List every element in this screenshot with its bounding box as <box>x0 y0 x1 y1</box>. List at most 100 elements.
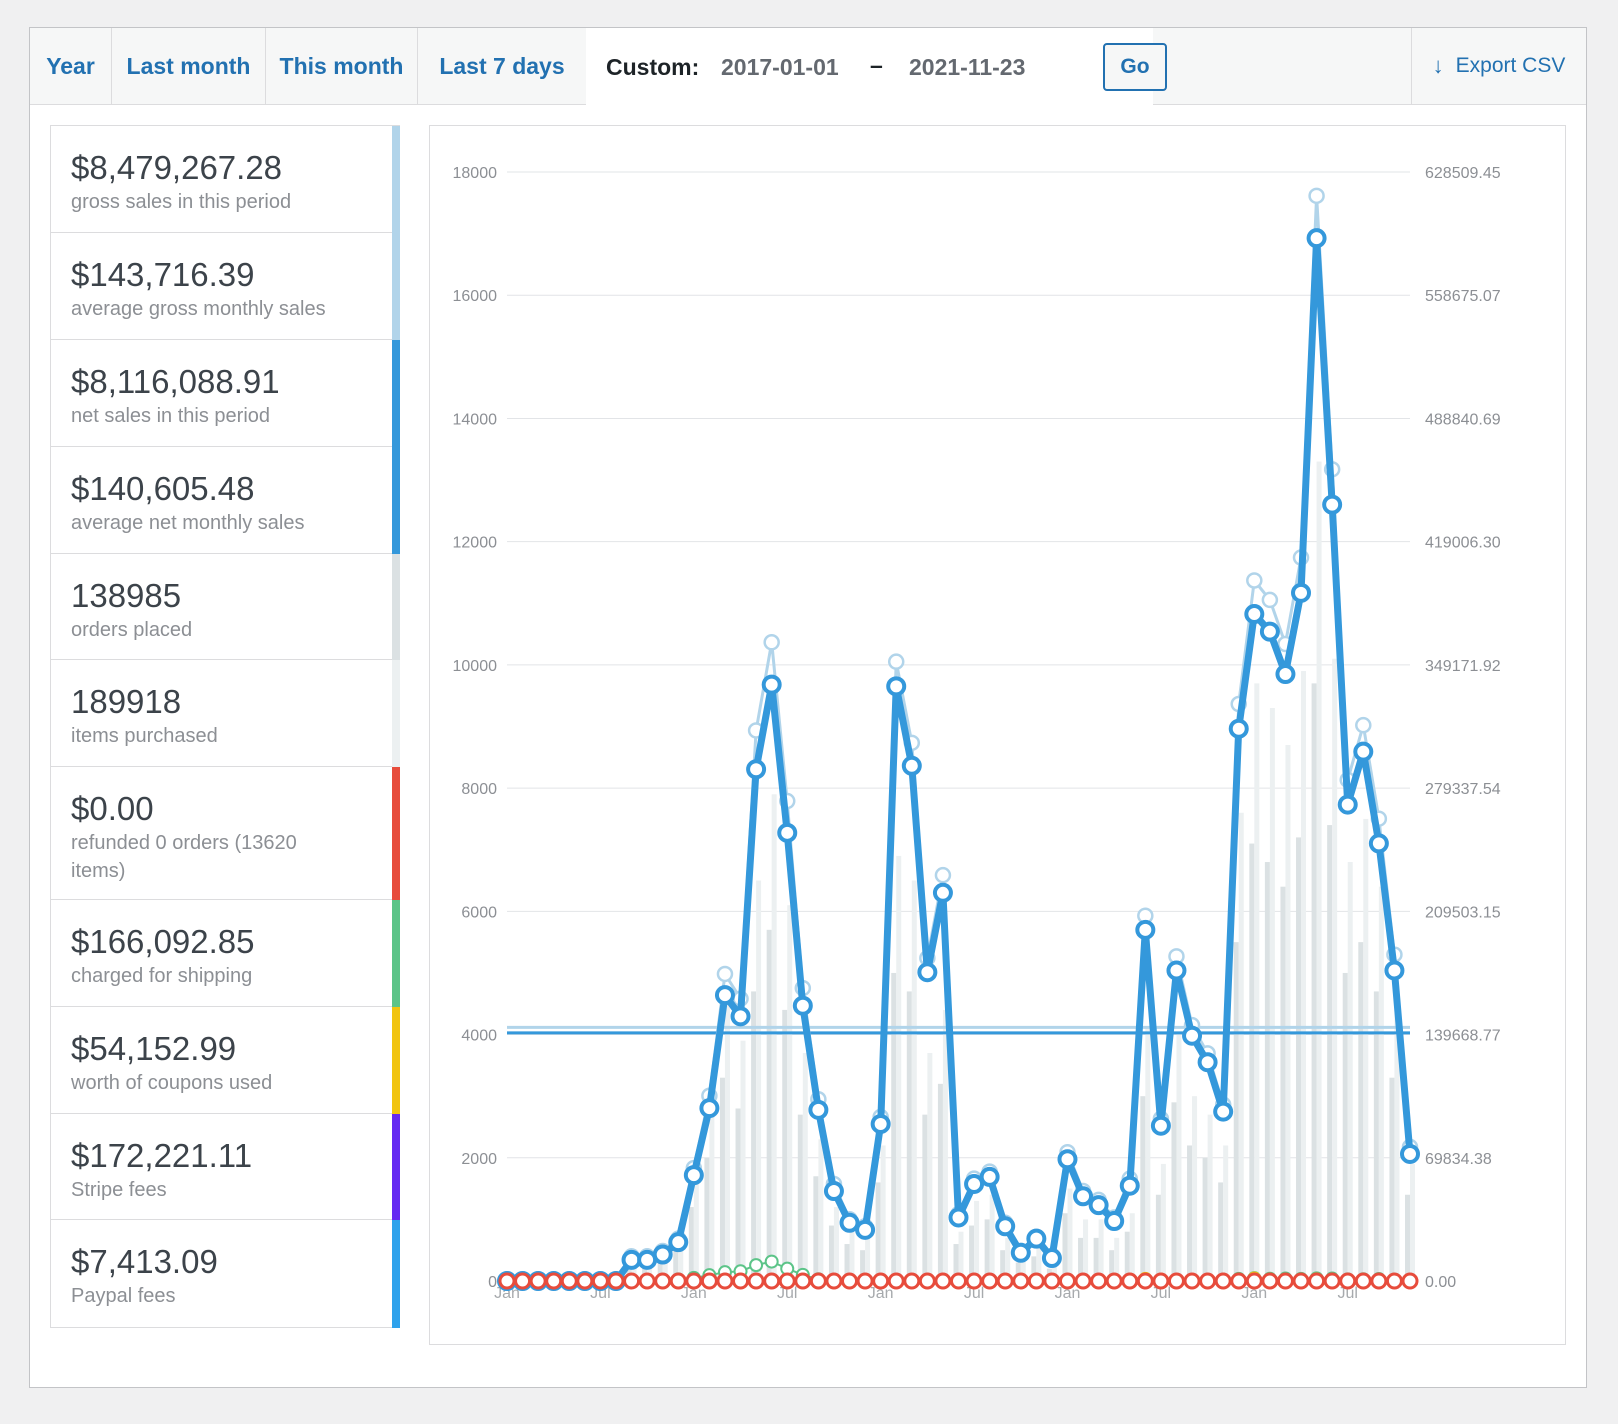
bar-orders-placed <box>1358 942 1364 1281</box>
point-net-sales <box>761 674 782 695</box>
start-date-field[interactable]: 2017-01-01 <box>721 54 839 80</box>
point-net-sales <box>1291 582 1312 603</box>
point-gross-sales <box>763 634 780 651</box>
tab-this-month[interactable]: This month <box>266 28 418 104</box>
bar-items-purchased <box>880 1145 886 1281</box>
bar-orders-placed <box>937 1083 943 1281</box>
point-net-sales <box>1073 1186 1094 1207</box>
legend-amount: $166,092.85 <box>71 923 255 960</box>
point-refunds <box>1027 1272 1045 1290</box>
point-refunds <box>1043 1272 1061 1290</box>
point-net-sales <box>1135 919 1156 940</box>
legend-amount: 189918 <box>71 683 182 720</box>
bar-items-purchased <box>833 1207 839 1281</box>
point-net-sales <box>668 1232 689 1253</box>
bar-items-purchased <box>1145 1028 1151 1281</box>
point-refunds <box>716 1272 734 1290</box>
point-refunds <box>856 1272 874 1290</box>
point-net-sales <box>995 1216 1016 1237</box>
point-net-sales <box>917 962 938 983</box>
bar-items-purchased <box>1223 1145 1229 1281</box>
point-net-sales <box>1244 604 1265 625</box>
end-date-field[interactable]: 2021-11-23 <box>909 54 1026 80</box>
legend-item-coupons[interactable]: $54,152.99 worth of coupons used <box>51 1007 400 1114</box>
point-refunds <box>887 1272 905 1290</box>
bar-orders-placed <box>1342 972 1348 1281</box>
legend-description: average gross monthly sales <box>71 298 326 320</box>
legend-item-stripe-fees[interactable]: $172,221.11 Stripe fees <box>51 1114 400 1220</box>
point-refunds <box>732 1272 750 1290</box>
x-tick-label: Jan <box>868 1285 894 1302</box>
custom-range-label: Custom: <box>606 54 700 80</box>
legend-item-refunds[interactable]: $0.00 refunded 0 orders (13620 items) <box>51 767 400 900</box>
y-right-tick-label: 209503.15 <box>1425 904 1501 921</box>
bar-orders-placed <box>922 1114 928 1281</box>
point-refunds <box>918 1272 936 1290</box>
point-refunds <box>1323 1272 1341 1290</box>
point-net-sales <box>901 755 922 776</box>
point-refunds <box>545 1272 563 1290</box>
download-arrow-icon: ↓ <box>1432 53 1444 78</box>
x-tick-label: Jan <box>1055 1285 1081 1302</box>
point-refunds <box>872 1272 890 1290</box>
legend-item-paypal-fees[interactable]: $7,413.09 Paypal fees <box>51 1220 400 1328</box>
legend-color-bar <box>392 340 400 447</box>
bar-items-purchased <box>1332 658 1338 1281</box>
point-refunds <box>747 1272 765 1290</box>
bar-items-purchased <box>989 1194 995 1281</box>
point-gross-sales <box>1246 572 1263 589</box>
y-right-tick-label: 558675.07 <box>1425 288 1501 305</box>
legend-color-bar <box>392 1220 400 1328</box>
point-net-sales <box>699 1098 720 1119</box>
y-right-tick-label: 0.00 <box>1425 1274 1456 1291</box>
go-button[interactable]: Go <box>1103 43 1167 91</box>
legend-item-items-purchased[interactable]: 189918 items purchased <box>51 660 400 767</box>
legend-color-bar <box>392 233 400 340</box>
sales-chart-svg: 0 0.00 2000 69834.38 4000 139668.77 6000 209503… <box>453 165 1501 1302</box>
tab-last-month[interactable]: Last month <box>112 28 266 104</box>
point-net-sales <box>808 1099 829 1120</box>
bar-orders-placed <box>1031 1256 1037 1281</box>
legend-color-bar <box>392 447 400 554</box>
point-refunds <box>529 1272 547 1290</box>
bar-orders-placed <box>906 991 912 1281</box>
y-right-tick-label: 488840.69 <box>1425 411 1501 428</box>
bar-orders-placed <box>1078 1237 1084 1281</box>
custom-range: Custom: 2017-01-01 – 2021-11-23 Go <box>586 28 1167 106</box>
point-net-sales <box>1057 1149 1078 1170</box>
tab-year[interactable]: Year <box>30 28 112 104</box>
tab-last-7-days[interactable]: Last 7 days <box>439 52 565 79</box>
point-refunds <box>934 1272 952 1290</box>
point-net-sales <box>823 1181 844 1202</box>
legend-description: net sales in this period <box>71 405 271 427</box>
point-net-sales <box>1384 960 1405 981</box>
legend-item-average-net-sales[interactable]: $140,605.48 average net monthly sales <box>51 447 400 554</box>
bar-orders-placed <box>704 1157 710 1281</box>
point-refunds <box>1354 1272 1372 1290</box>
point-refunds <box>654 1272 672 1290</box>
legend-item-shipping[interactable]: $166,092.85 charged for shipping <box>51 900 400 1007</box>
point-refunds <box>700 1272 718 1290</box>
point-net-sales <box>777 822 798 843</box>
export-csv-button[interactable]: ↓ Export CSV <box>1411 28 1586 104</box>
point-refunds <box>1058 1272 1076 1290</box>
legend-item-net-sales[interactable]: $8,116,088.91 net sales in this period <box>51 340 400 447</box>
point-refunds <box>1214 1272 1232 1290</box>
point-refunds <box>576 1272 594 1290</box>
x-tick-label: Jan <box>681 1285 707 1302</box>
legend-item-gross-sales[interactable]: $8,479,267.28 gross sales in this period <box>51 126 400 233</box>
x-tick-label: Jul <box>964 1285 984 1302</box>
legend-item-average-gross-sales[interactable]: $143,716.39 average gross monthly sales <box>51 233 400 340</box>
legend-amount: $8,479,267.28 <box>71 149 283 186</box>
legend-item-orders-placed[interactable]: 138985 orders placed <box>51 554 400 660</box>
bar-orders-placed <box>719 1077 725 1281</box>
bar-orders-placed <box>688 1207 694 1281</box>
point-refunds <box>1074 1272 1092 1290</box>
y-left-tick-label: 0 <box>488 1274 497 1291</box>
x-tick-label: Jan <box>1241 1285 1267 1302</box>
point-refunds <box>1385 1272 1403 1290</box>
legend-description: charged for shipping <box>71 965 253 987</box>
bar-items-purchased <box>1036 1247 1042 1281</box>
point-refunds <box>965 1272 983 1290</box>
y-left-tick-label: 14000 <box>453 411 498 428</box>
